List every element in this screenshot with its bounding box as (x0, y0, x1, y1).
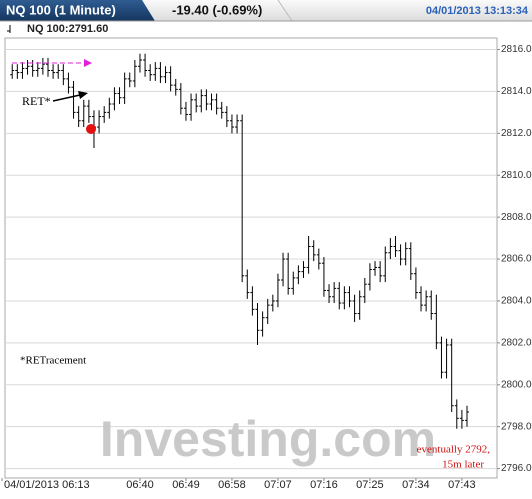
annotation: *RETracement (20, 355, 86, 367)
x-tick-label: 06:40 (126, 479, 154, 491)
legend-icon (7, 25, 11, 33)
annotation: eventually 2792, (417, 444, 491, 456)
y-tick-label: 2804.00 (501, 296, 532, 307)
ret-arrow (52, 94, 81, 102)
x-tick-label: 07:16 (310, 479, 338, 491)
y-tick-label: 2808.00 (501, 212, 532, 223)
y-tick-label: 2802.00 (501, 337, 532, 348)
bars (10, 53, 470, 429)
x-tick-label: 04/01/2013 06:13 (4, 479, 90, 491)
y-tick-label: 2812.00 (501, 128, 532, 139)
instrument: NQ 100 (1 Minute) (6, 2, 116, 17)
x-tick-label: 07:34 (402, 479, 430, 491)
header-tab (0, 0, 155, 21)
y-tick-label: 2810.00 (501, 170, 532, 181)
plot-area (4, 37, 498, 479)
y-tick-label: 2816.00 (501, 44, 532, 55)
x-tick-label: 07:43 (448, 479, 476, 491)
change: -19.40 (-0.69%) (172, 2, 262, 17)
x-tick-label: 06:49 (172, 479, 200, 491)
annotation: 15m later (442, 459, 484, 471)
marker-dot (86, 124, 96, 134)
subtitle: NQ 100:2791.60 (27, 23, 108, 35)
x-tick-label: 06:58 (218, 479, 246, 491)
divider (277, 0, 293, 22)
watermark: Investing.com (100, 411, 436, 467)
y-tick-label: 2806.00 (501, 254, 532, 265)
ret-arrow-head (78, 91, 88, 99)
arrow-head (84, 59, 92, 67)
grid (1, 49, 500, 481)
y-tick-label: 2800.00 (501, 379, 532, 390)
y-tick-label: 2796.00 (501, 463, 532, 474)
x-tick-label: 07:25 (356, 479, 384, 491)
x-tick-label: 07:07 (264, 479, 292, 491)
y-tick-label: 2814.00 (501, 86, 532, 97)
y-tick-label: 2798.00 (501, 421, 532, 432)
annotation: RET* (22, 94, 51, 108)
timestamp: 04/01/2013 13:13:34 (426, 5, 529, 17)
